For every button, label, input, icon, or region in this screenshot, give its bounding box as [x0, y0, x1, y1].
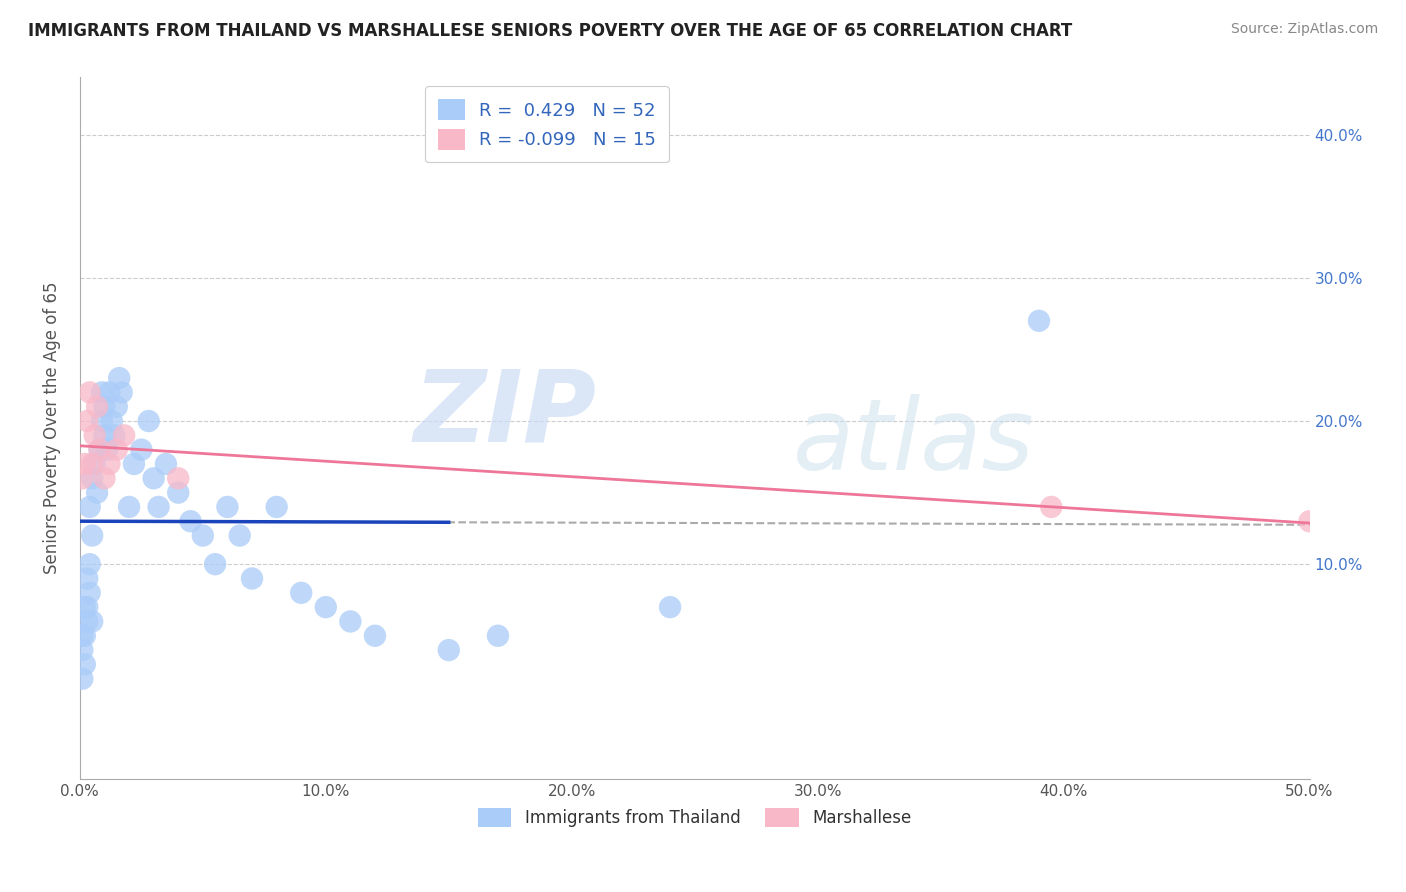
- Point: [89, 442, 111, 457]
- Point: [204, 557, 226, 571]
- Point: [82, 615, 104, 629]
- Point: [1298, 514, 1320, 528]
- Point: [437, 643, 460, 657]
- Text: atlas: atlas: [793, 393, 1035, 491]
- Point: [240, 572, 263, 586]
- Y-axis label: Seniors Poverty Over the Age of 65: Seniors Poverty Over the Age of 65: [44, 282, 60, 574]
- Point: [93, 428, 115, 442]
- Text: ZIP: ZIP: [413, 366, 596, 463]
- Point: [76, 600, 98, 615]
- Point: [290, 586, 312, 600]
- Point: [659, 600, 682, 615]
- Point: [339, 615, 361, 629]
- Point: [73, 457, 96, 471]
- Point: [76, 414, 98, 428]
- Point: [217, 500, 239, 514]
- Point: [73, 657, 96, 672]
- Point: [118, 500, 141, 514]
- Point: [82, 457, 104, 471]
- Text: IMMIGRANTS FROM THAILAND VS MARSHALLESE SENIORS POVERTY OVER THE AGE OF 65 CORRE: IMMIGRANTS FROM THAILAND VS MARSHALLESE …: [28, 22, 1073, 40]
- Point: [79, 385, 101, 400]
- Point: [364, 629, 387, 643]
- Point: [96, 442, 118, 457]
- Point: [93, 471, 115, 485]
- Point: [138, 414, 160, 428]
- Point: [93, 400, 115, 414]
- Point: [122, 457, 145, 471]
- Point: [89, 442, 111, 457]
- Point: [86, 400, 108, 414]
- Point: [1028, 314, 1050, 328]
- Point: [108, 371, 131, 385]
- Point: [76, 572, 98, 586]
- Point: [101, 414, 124, 428]
- Point: [148, 500, 170, 514]
- Point: [1040, 500, 1063, 514]
- Point: [131, 442, 153, 457]
- Point: [103, 428, 125, 442]
- Point: [91, 414, 114, 428]
- Point: [73, 600, 96, 615]
- Point: [72, 629, 94, 643]
- Point: [266, 500, 288, 514]
- Point: [82, 471, 104, 485]
- Point: [112, 428, 135, 442]
- Point: [229, 528, 252, 542]
- Point: [191, 528, 214, 542]
- Point: [486, 629, 509, 643]
- Point: [76, 615, 98, 629]
- Point: [82, 528, 104, 542]
- Point: [98, 385, 121, 400]
- Point: [105, 442, 128, 457]
- Point: [79, 557, 101, 571]
- Point: [167, 485, 190, 500]
- Point: [91, 385, 114, 400]
- Point: [167, 471, 190, 485]
- Point: [155, 457, 177, 471]
- Point: [98, 457, 121, 471]
- Point: [142, 471, 165, 485]
- Point: [79, 500, 101, 514]
- Text: Source: ZipAtlas.com: Source: ZipAtlas.com: [1230, 22, 1378, 37]
- Point: [105, 400, 128, 414]
- Point: [79, 586, 101, 600]
- Point: [180, 514, 202, 528]
- Point: [83, 428, 105, 442]
- Point: [111, 385, 134, 400]
- Point: [83, 457, 105, 471]
- Point: [73, 629, 96, 643]
- Point: [86, 485, 108, 500]
- Point: [72, 471, 94, 485]
- Point: [315, 600, 337, 615]
- Point: [72, 643, 94, 657]
- Point: [72, 672, 94, 686]
- Legend: Immigrants from Thailand, Marshallese: Immigrants from Thailand, Marshallese: [471, 802, 918, 834]
